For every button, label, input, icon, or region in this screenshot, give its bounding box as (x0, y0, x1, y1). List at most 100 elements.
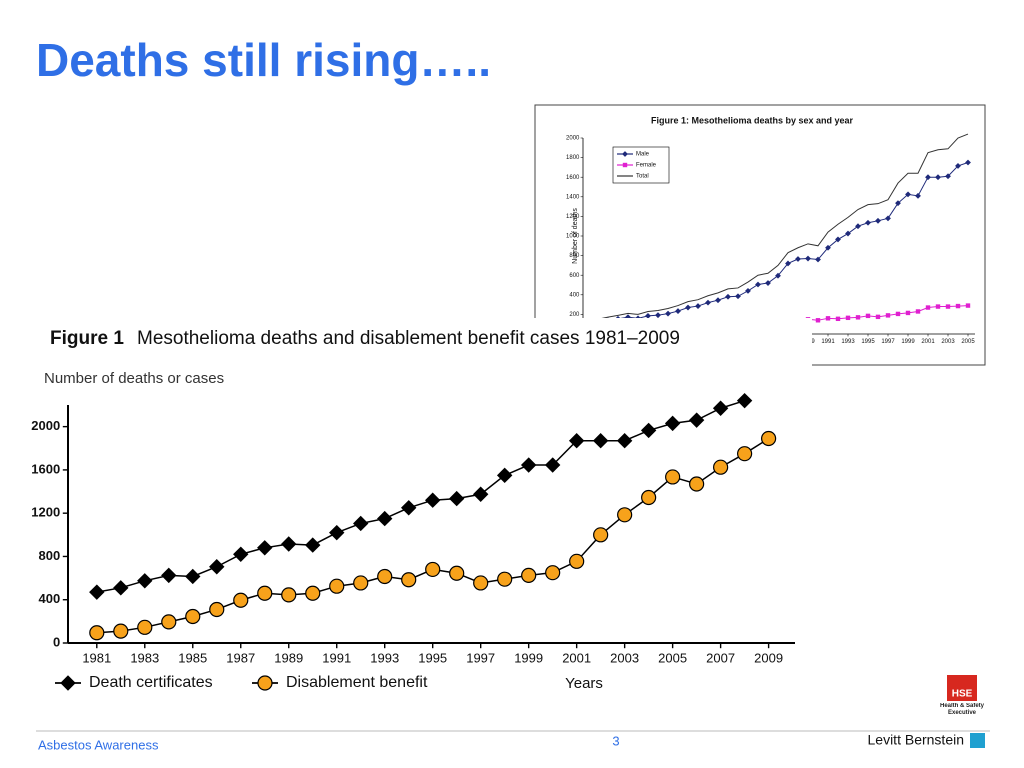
y-tick-label: 2000 (31, 418, 60, 433)
data-marker (725, 293, 731, 300)
legend-label: Female (636, 163, 657, 169)
data-marker (835, 316, 841, 322)
data-marker (965, 303, 971, 308)
data-marker (805, 255, 811, 262)
x-tick-label: 1991 (821, 339, 835, 345)
x-tick-label: 1999 (514, 651, 543, 666)
data-marker (377, 568, 393, 585)
series-line (96, 399, 745, 593)
data-marker (715, 297, 721, 304)
data-marker (641, 489, 657, 506)
data-marker (353, 575, 369, 591)
y-tick-label: 1800 (566, 155, 580, 161)
data-marker (448, 490, 465, 507)
x-tick-label: 1989 (274, 651, 303, 666)
legend-label: Disablement benefit (286, 674, 428, 691)
legend-marker (622, 151, 628, 157)
data-marker (875, 217, 881, 224)
x-tick-label: 1981 (82, 651, 111, 666)
data-marker (761, 430, 777, 447)
data-marker (233, 546, 249, 562)
data-marker (425, 561, 441, 578)
data-marker (520, 457, 537, 473)
data-marker (137, 619, 153, 635)
legend-label: Death certificates (89, 674, 213, 691)
data-marker (257, 585, 273, 601)
data-marker (233, 592, 249, 608)
data-marker (545, 565, 561, 581)
x-tick-label: 1997 (466, 651, 495, 666)
x-tick-label: 1993 (370, 651, 399, 666)
legend-label: Total (636, 174, 649, 180)
x-tick-label: 1983 (130, 651, 159, 666)
data-marker (845, 230, 851, 237)
data-marker (544, 457, 561, 473)
data-marker (593, 527, 609, 543)
y-tick-label: 1200 (31, 505, 60, 520)
data-marker (865, 219, 871, 226)
data-marker (737, 446, 753, 462)
data-marker (496, 467, 513, 484)
page-number: 3 (612, 733, 619, 748)
data-marker (835, 236, 841, 243)
x-tick-label: 1991 (322, 651, 351, 666)
y-tick-label: 2000 (566, 136, 580, 142)
data-marker (685, 304, 691, 311)
brand-square (970, 733, 985, 748)
data-marker (473, 575, 489, 591)
x-tick-label: 2003 (941, 339, 955, 345)
x-tick-label: 1997 (881, 339, 895, 345)
data-marker (955, 303, 961, 309)
data-marker (755, 281, 761, 288)
x-tick-label: 2007 (706, 651, 735, 666)
footer-left: Asbestos Awareness (38, 737, 159, 752)
data-marker (281, 587, 297, 603)
logo-caption: Health & Safety Executive (939, 703, 984, 716)
data-marker (745, 287, 751, 294)
y-tick-label: 800 (569, 253, 580, 259)
x-tick-label: 1985 (178, 651, 207, 666)
data-marker (401, 572, 417, 588)
data-marker (965, 159, 971, 166)
logo-box (947, 675, 977, 701)
x-tick-label: 2005 (658, 651, 687, 666)
data-marker (640, 422, 657, 439)
data-marker (815, 256, 821, 263)
data-marker (688, 412, 705, 428)
x-tick-label: 1993 (841, 339, 855, 345)
data-marker (257, 540, 273, 556)
data-marker (785, 260, 791, 267)
logo-name: HSE (952, 689, 973, 700)
data-marker (665, 469, 681, 485)
data-marker (329, 578, 345, 594)
y-tick-label: 400 (569, 292, 580, 298)
y-tick-label: 600 (569, 273, 580, 279)
data-marker (795, 256, 801, 262)
data-marker (865, 313, 871, 319)
main-title: Mesothelioma deaths and disablement bene… (137, 328, 680, 349)
y-tick-label: 800 (38, 548, 60, 563)
data-marker (424, 492, 441, 508)
y-tick-label: 400 (38, 591, 60, 606)
data-marker (815, 318, 821, 323)
data-marker (885, 215, 891, 222)
y-tick-label: 1000 (566, 234, 580, 240)
data-marker (449, 565, 465, 581)
data-marker (209, 559, 225, 575)
y-tick-label: 1600 (566, 175, 580, 181)
x-axis-label: Years (565, 675, 603, 692)
data-marker (281, 536, 297, 552)
data-marker (113, 623, 129, 639)
data-marker (497, 571, 513, 587)
data-marker (765, 280, 771, 286)
y-tick-label: 0 (53, 634, 60, 649)
data-marker (689, 476, 705, 492)
data-marker (935, 174, 941, 181)
data-marker (665, 310, 671, 317)
y-tick-label: 200 (569, 312, 580, 318)
inset-y-label: Number of deaths (572, 208, 579, 264)
data-marker (329, 524, 345, 541)
data-marker (137, 573, 153, 589)
data-marker (885, 313, 891, 318)
